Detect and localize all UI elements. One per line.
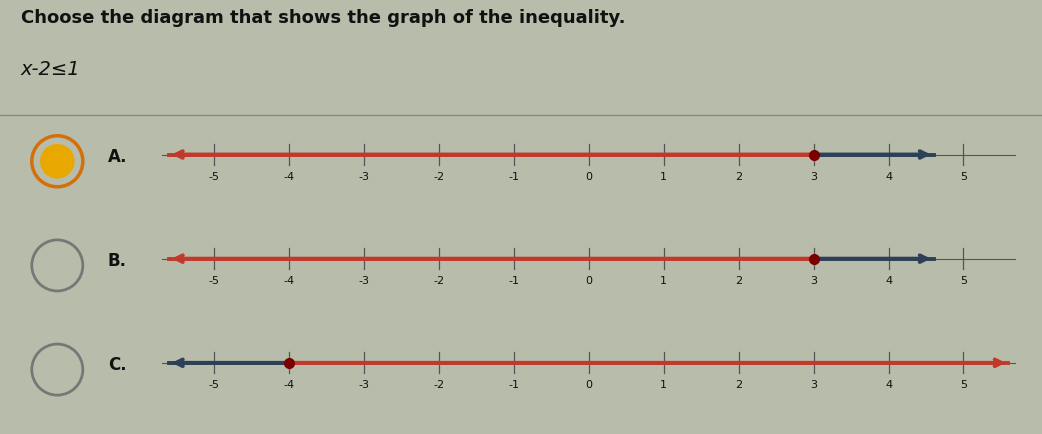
Text: A.: A. (107, 148, 127, 166)
Text: 5: 5 (960, 276, 967, 286)
Text: 3: 3 (810, 172, 817, 182)
Text: 3: 3 (810, 380, 817, 390)
Text: 4: 4 (885, 380, 892, 390)
Text: -4: -4 (283, 172, 295, 182)
Text: -2: -2 (433, 380, 444, 390)
Text: 5: 5 (960, 172, 967, 182)
Text: 1: 1 (661, 276, 667, 286)
Text: -3: -3 (358, 276, 369, 286)
Text: -1: -1 (508, 172, 519, 182)
Text: 3: 3 (810, 276, 817, 286)
Text: 2: 2 (735, 380, 742, 390)
Circle shape (41, 145, 74, 178)
Text: x-2≤1: x-2≤1 (21, 59, 80, 79)
Text: -1: -1 (508, 276, 519, 286)
Text: -5: -5 (208, 172, 220, 182)
Text: -3: -3 (358, 172, 369, 182)
Text: -5: -5 (208, 380, 220, 390)
Text: 1: 1 (661, 172, 667, 182)
Text: 0: 0 (586, 276, 592, 286)
Text: C.: C. (108, 356, 126, 375)
Text: -5: -5 (208, 276, 220, 286)
Text: B.: B. (107, 252, 127, 270)
Text: 4: 4 (885, 172, 892, 182)
Text: 1: 1 (661, 380, 667, 390)
Text: -2: -2 (433, 276, 444, 286)
Text: Choose the diagram that shows the graph of the inequality.: Choose the diagram that shows the graph … (21, 9, 625, 26)
Text: -2: -2 (433, 172, 444, 182)
Text: 5: 5 (960, 380, 967, 390)
Text: -4: -4 (283, 380, 295, 390)
Text: 0: 0 (586, 380, 592, 390)
Text: 4: 4 (885, 276, 892, 286)
Text: 2: 2 (735, 172, 742, 182)
Text: 2: 2 (735, 276, 742, 286)
Text: -4: -4 (283, 276, 295, 286)
Text: -1: -1 (508, 380, 519, 390)
Text: 0: 0 (586, 172, 592, 182)
Text: -3: -3 (358, 380, 369, 390)
